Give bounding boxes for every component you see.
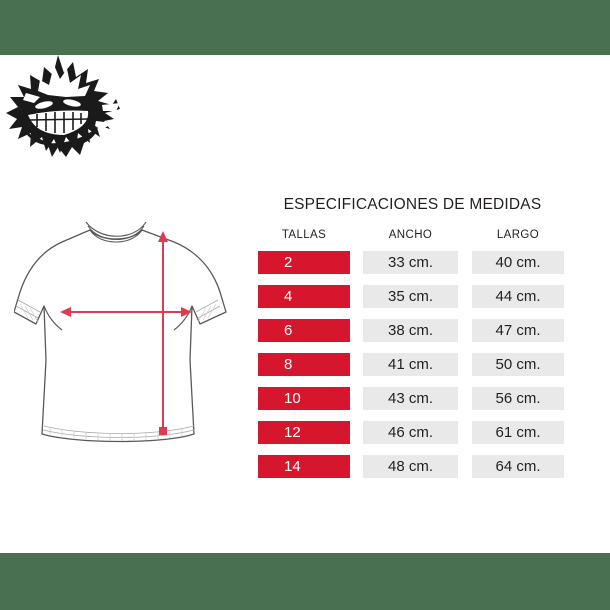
width-cell: 33 cm. (363, 251, 458, 274)
size-cell: 12 (258, 421, 350, 444)
width-cell: 48 cm. (363, 455, 458, 478)
table-header-row: TALLAS ANCHO LARGO (255, 229, 575, 245)
table-row: 6 38 cm. 47 cm. (255, 319, 575, 353)
table-row: 4 35 cm. 44 cm. (255, 285, 575, 319)
length-cell: 47 cm. (472, 319, 564, 342)
width-cell: 38 cm. (363, 319, 458, 342)
table-row: 8 41 cm. 50 cm. (255, 353, 575, 387)
length-cell: 40 cm. (472, 251, 564, 274)
letterbox-top (0, 0, 610, 55)
column-header-tallas: TALLAS (281, 229, 327, 241)
column-header-ancho: ANCHO (388, 229, 433, 241)
width-cell: 41 cm. (363, 353, 458, 376)
length-cell: 61 cm. (472, 421, 564, 444)
length-cell: 50 cm. (472, 353, 564, 376)
width-cell: 43 cm. (363, 387, 458, 410)
size-cell: 4 (258, 285, 350, 308)
page-title: ESPECIFICACIONES DE MEDIDAS (283, 196, 542, 213)
length-arrow (158, 231, 168, 435)
size-cell: 10 (258, 387, 350, 410)
column-header-largo: LARGO (496, 229, 540, 241)
table-row: 2 33 cm. 40 cm. (255, 251, 575, 285)
size-cell: 6 (258, 319, 350, 342)
table-row: 12 46 cm. 61 cm. (255, 421, 575, 455)
letterbox-bottom (0, 553, 610, 610)
width-cell: 46 cm. (363, 421, 458, 444)
width-cell: 35 cm. (363, 285, 458, 308)
size-cell: 14 (258, 455, 350, 478)
gengar-silhouette-logo (6, 55, 120, 157)
length-cell: 56 cm. (472, 387, 564, 410)
chart-canvas: ESPECIFICACIONES DE MEDIDAS TALLAS ANCHO… (0, 55, 610, 553)
width-arrow (60, 307, 192, 317)
size-cell: 2 (258, 251, 350, 274)
length-cell: 64 cm. (472, 455, 564, 478)
table-row: 14 48 cm. 64 cm. (255, 455, 575, 489)
size-cell: 8 (258, 353, 350, 376)
length-cell: 44 cm. (472, 285, 564, 308)
table-row: 10 43 cm. 56 cm. (255, 387, 575, 421)
tshirt-measurement-diagram (14, 221, 227, 443)
